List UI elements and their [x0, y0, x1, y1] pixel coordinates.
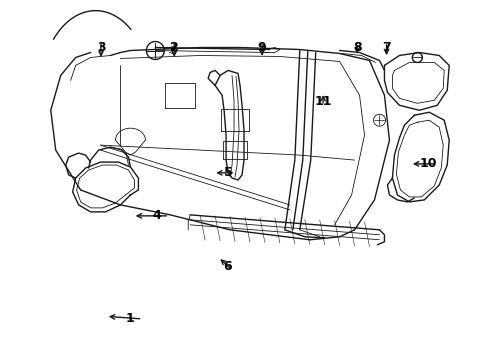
Text: 5: 5 [223, 166, 232, 179]
Text: 2: 2 [170, 41, 178, 54]
Text: 4: 4 [153, 210, 162, 222]
Text: 11: 11 [315, 95, 332, 108]
Text: 8: 8 [353, 41, 362, 54]
Text: 10: 10 [419, 157, 437, 170]
Text: 3: 3 [97, 41, 105, 54]
Text: 9: 9 [258, 41, 267, 54]
Text: 7: 7 [382, 41, 391, 54]
Text: 1: 1 [126, 311, 135, 325]
Text: 6: 6 [223, 260, 232, 273]
